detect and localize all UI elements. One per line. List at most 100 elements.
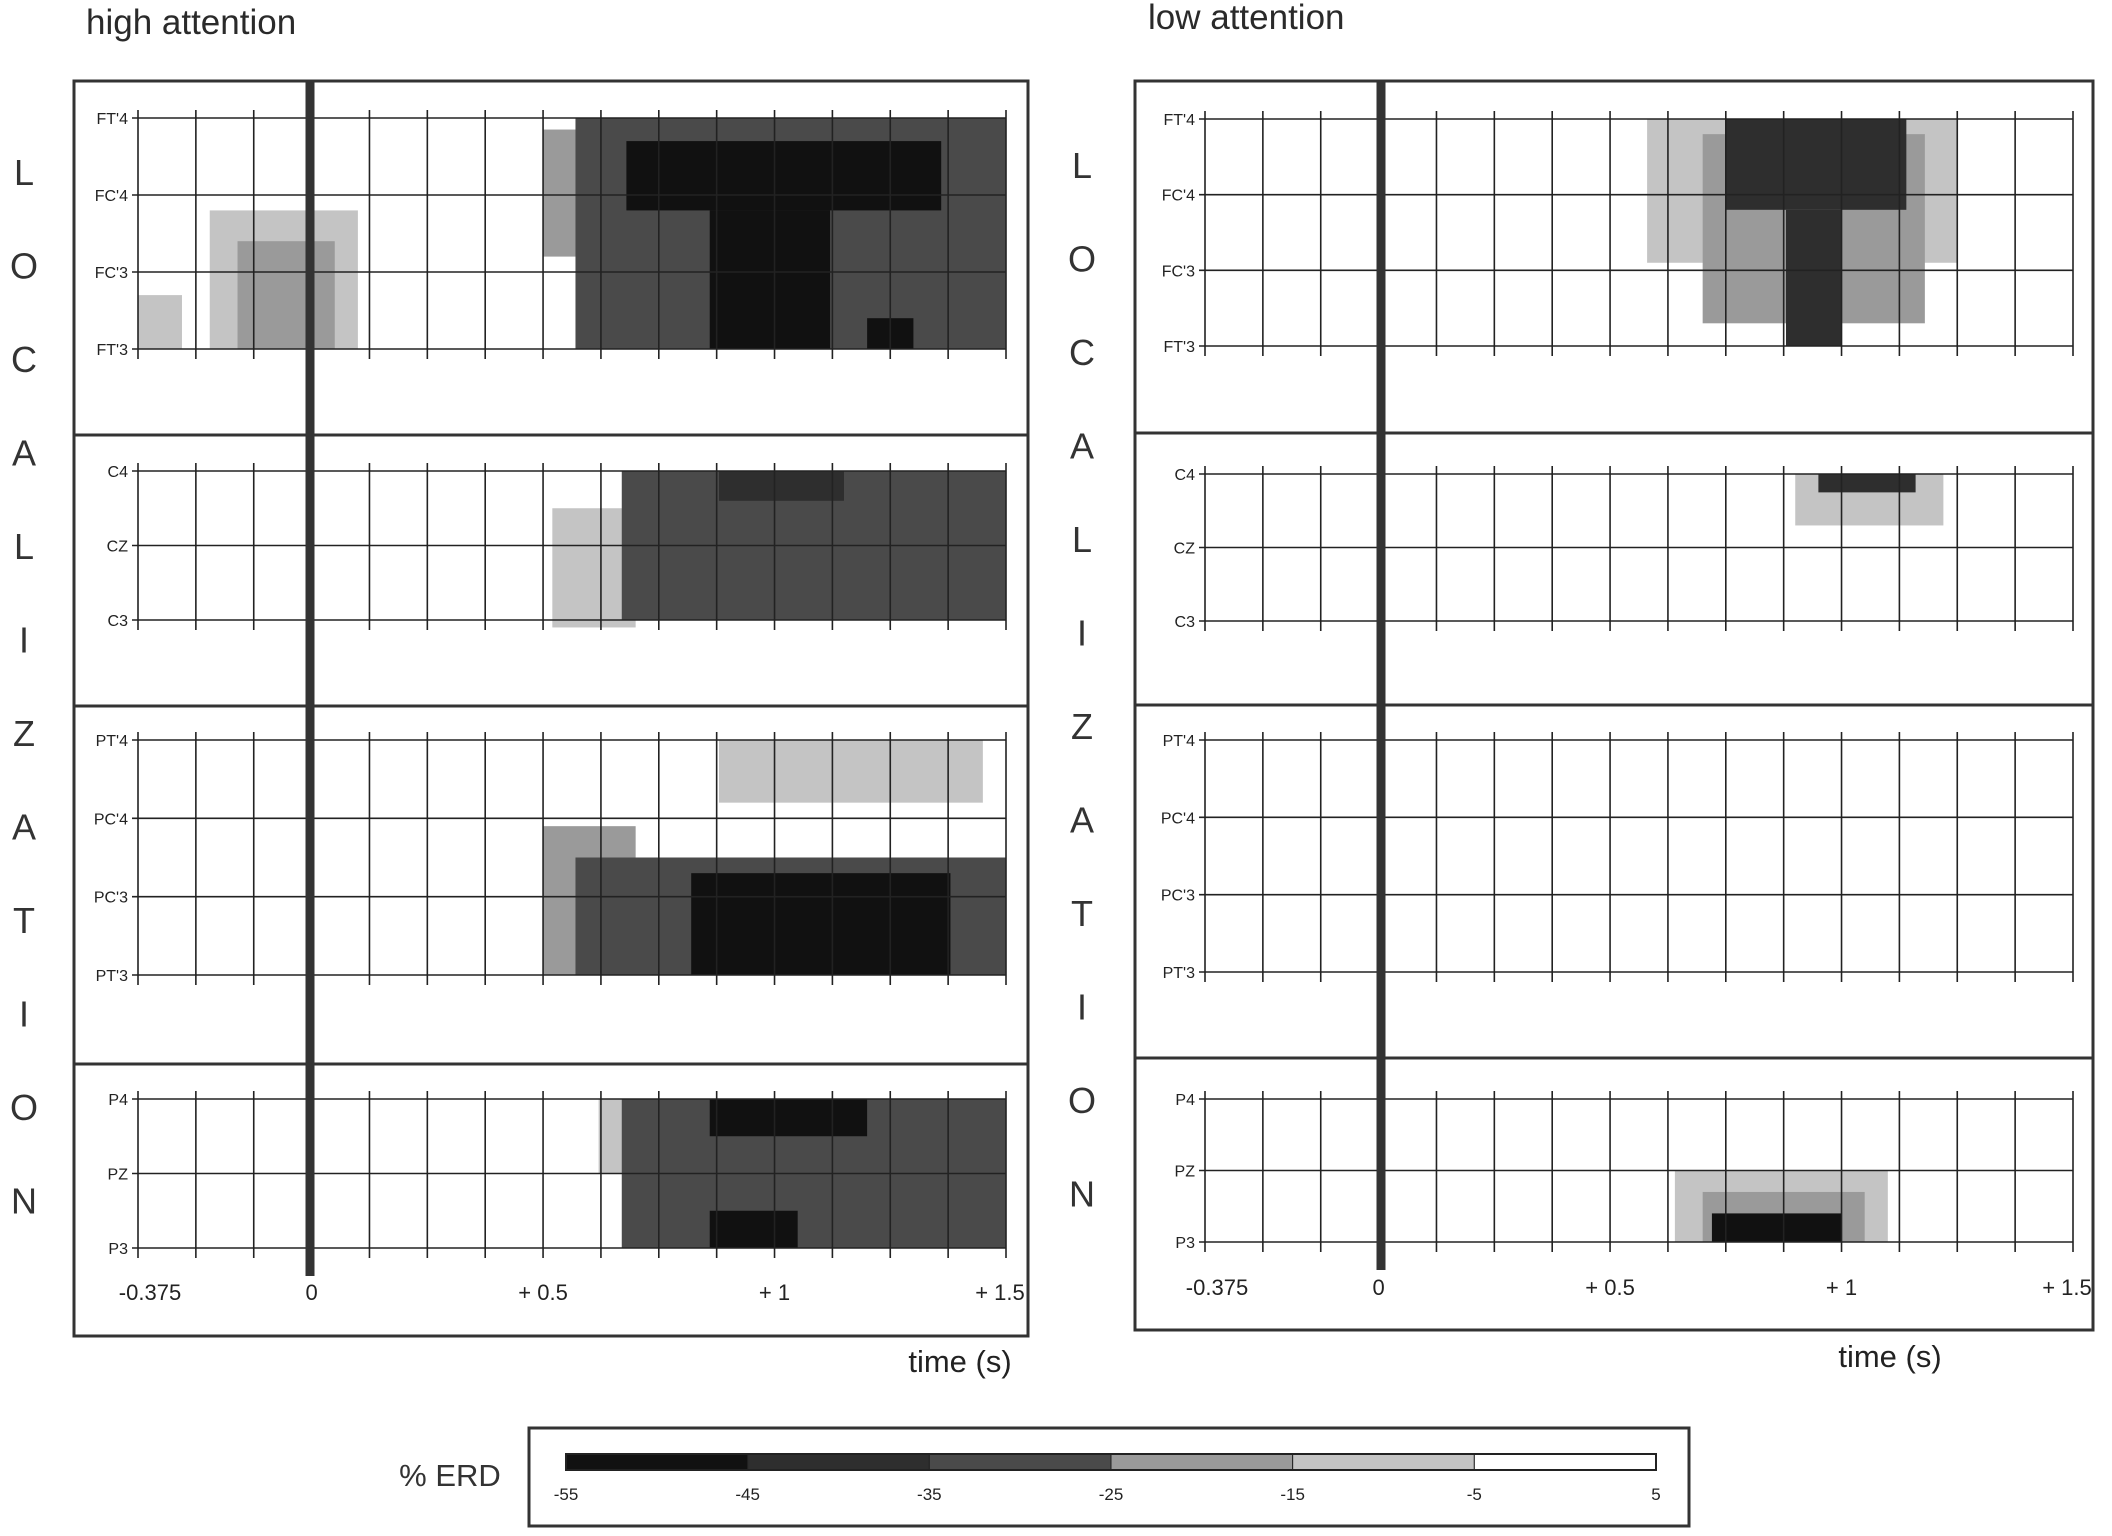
side-label-letter: O [10,1087,38,1128]
x-axis-title: time (s) [908,1344,1011,1379]
panel-title: high attention [86,3,296,42]
channel-group-3: PT'4 PC'4 PC'3 PT'3 [94,732,1007,985]
x-tick-label: 0 [1372,1275,1384,1300]
erd-region [1725,119,1907,210]
side-label-letter: C [11,339,37,380]
side-label-letter: I [19,620,29,661]
channel-label: C3 [108,613,129,630]
channel-group-4: P4 PZ P3 [108,1091,1007,1258]
colorbar-tick-label: 5 [1651,1485,1660,1504]
channel-label: PT'4 [96,733,129,750]
legend-title: % ERD [399,1458,501,1493]
channel-label: C4 [1175,467,1196,484]
channel-label: FC'4 [1162,188,1195,205]
channel-group-2: C4 CZ C3 [1174,466,2074,631]
channel-label: PT'3 [1163,965,1196,982]
x-axis-title: time (s) [1838,1339,1941,1374]
side-label-letter: C [1069,332,1095,373]
side-label-letter: A [12,807,36,848]
channel-label: P4 [1175,1092,1195,1109]
channel-label: FC'3 [95,265,128,282]
panel-low-attention: low attentionFT'4FC'4FC'3FT'3C4CZC3PT'4P… [1068,0,2095,1374]
side-label-letter: T [13,900,35,941]
channel-label: FT'3 [97,342,129,359]
colorbar-tick-label: -35 [917,1485,942,1504]
x-tick-label: + 1.5 [975,1280,1025,1305]
side-label-letter: O [10,246,38,287]
erd-region [709,210,831,349]
side-label-letter: A [12,433,36,474]
x-tick-label: + 0.5 [518,1280,568,1305]
colorbar-segment [1110,1453,1294,1471]
channel-group-3: PT'4 PC'4 PC'3 PT'3 [1161,732,2074,982]
side-label-letter: T [1071,893,1093,934]
x-tick-label: -0.375 [119,1280,181,1305]
colorbar-tick-label: -5 [1467,1485,1482,1504]
channel-label: C3 [1175,614,1196,631]
colorbar-legend: % ERD-55 -45 -35 -25 -15 -5 5 [399,1426,1691,1528]
channel-label: PZ [1175,1164,1196,1181]
panel-high-attention: high attentionFT'4FC'4FC'3FT'3C4CZC3PT'4… [10,3,1030,1379]
side-label-letter: Z [13,713,35,754]
colorbar-segment [565,1453,749,1471]
channel-label: PC'4 [94,811,128,828]
channel-label: PZ [108,1167,129,1184]
colorbar-segment [747,1453,930,1471]
colorbar-outline [565,1453,1657,1471]
erd-region [1785,209,1842,346]
channel-label: FT'4 [1164,112,1196,129]
panel-title: low attention [1148,0,1345,37]
channel-label: P3 [1175,1235,1195,1252]
channel-label: CZ [1174,541,1196,558]
x-tick-label: + 1 [759,1280,790,1305]
erd-region [709,1210,798,1248]
x-tick-label: -0.375 [1186,1275,1248,1300]
erd-region [1711,1213,1842,1242]
channel-label: P3 [108,1241,128,1258]
side-label-letter: Z [1071,706,1093,747]
channel-label: FT'4 [97,111,129,128]
channel-label: PC'4 [1161,810,1195,827]
x-tick-label: + 0.5 [1585,1275,1635,1300]
x-tick-label: 0 [305,1280,317,1305]
side-label-letter: A [1070,426,1094,467]
side-label-letter: A [1070,800,1094,841]
side-label-letter: N [11,1181,37,1222]
channel-label: PC'3 [94,890,128,907]
channel-group-4: P4 PZ P3 [1175,1091,2074,1252]
side-label-letter: I [1077,987,1087,1028]
erd-region [718,471,844,501]
erd-region [691,873,951,975]
channel-label: P4 [108,1092,128,1109]
channel-label: PT'3 [96,968,129,985]
channel-label: FC'4 [95,188,128,205]
erd-region [138,295,182,349]
channel-label: C4 [108,464,129,481]
erd-region [626,141,942,211]
side-label-letter: L [1072,145,1092,186]
colorbar-tick-label: -55 [554,1485,579,1504]
side-label-letter: L [14,526,34,567]
channel-label: FT'3 [1164,339,1196,356]
panel-frame [72,79,1030,1338]
side-label-letter: L [1072,519,1092,560]
side-label-letter: L [14,152,34,193]
side-label-letter: I [19,994,29,1035]
side-label-letter: N [1069,1174,1095,1215]
x-tick-label: + 1.5 [2042,1275,2092,1300]
colorbar-segment [1473,1453,1657,1471]
channel-label: CZ [107,539,129,556]
channel-group-1: FT'4 FC'4 FC'3 FT'3 [95,110,1007,359]
side-label-letter: O [1068,239,1096,280]
channel-group-1: FT'4 FC'4 FC'3 FT'3 [1162,111,2074,356]
erd-region [237,241,335,349]
colorbar-tick-label: -15 [1280,1485,1305,1504]
channel-group-2: C4 CZ C3 [107,463,1007,630]
x-tick-label: + 1 [1826,1275,1857,1300]
channel-label: PT'4 [1163,733,1196,750]
colorbar-segment [928,1453,1112,1471]
colorbar-tick-label: -25 [1099,1485,1124,1504]
colorbar-tick-label: -45 [735,1485,760,1504]
channel-label: FC'3 [1162,263,1195,280]
